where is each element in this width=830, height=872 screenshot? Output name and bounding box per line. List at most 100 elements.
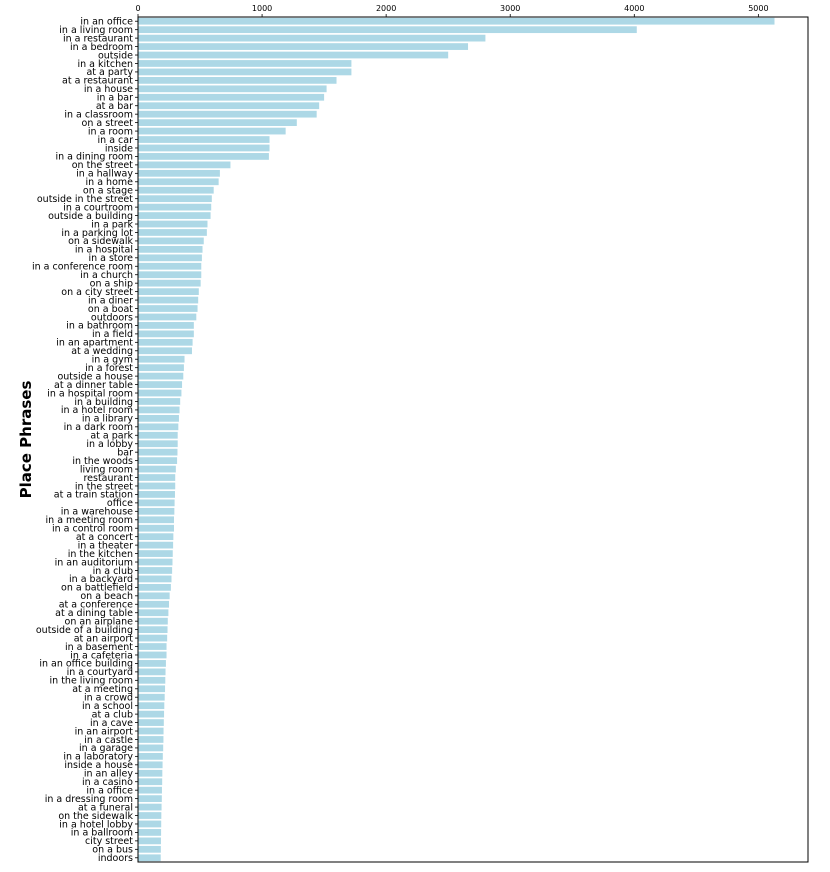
- category-label: in a classroom: [64, 109, 133, 120]
- bar: [138, 524, 174, 532]
- category-label: in a bedroom: [70, 42, 133, 53]
- bar: [138, 626, 168, 634]
- bar: [138, 440, 178, 448]
- bar: [138, 584, 171, 591]
- bar: [138, 212, 211, 219]
- category-label: in a club: [93, 566, 133, 577]
- bar: [138, 592, 170, 600]
- category-label: at a funeral: [78, 802, 133, 813]
- category-label: at a club: [92, 709, 133, 720]
- bar: [138, 829, 162, 836]
- category-label: at a concert: [76, 532, 133, 543]
- bar: [138, 609, 169, 617]
- bar: [138, 634, 168, 642]
- category-label: on an airplane: [65, 616, 134, 627]
- bar: [138, 77, 337, 84]
- bar: [138, 643, 167, 650]
- category-label: in a diner: [88, 295, 133, 306]
- category-label: in a gym: [92, 355, 133, 366]
- bar: [138, 448, 178, 456]
- category-label: in a building: [74, 397, 133, 408]
- bar: [138, 51, 449, 59]
- bar: [138, 550, 173, 557]
- category-label: in an office: [80, 17, 133, 28]
- category-label: in a laboratory: [63, 752, 133, 763]
- category-label: in an alley: [84, 769, 133, 780]
- bar: [138, 541, 174, 549]
- category-label: in a church: [80, 270, 133, 281]
- category-label: in a castle: [84, 735, 133, 746]
- category-label: in a house: [84, 84, 133, 95]
- category-label: on the street: [72, 160, 134, 171]
- bar: [138, 279, 201, 287]
- category-label: in a living room: [59, 25, 133, 36]
- category-label: at a park: [90, 431, 133, 442]
- bar: [138, 127, 286, 135]
- bar: [138, 685, 166, 693]
- bar: [138, 68, 352, 76]
- bar: [138, 499, 175, 507]
- bar: [138, 702, 165, 710]
- bar: [138, 288, 199, 296]
- bar: [138, 600, 170, 608]
- category-label: in an auditorium: [55, 557, 133, 568]
- category-label: in a ballroom: [71, 828, 133, 839]
- category-label: in a backyard: [69, 574, 133, 585]
- bar: [138, 17, 775, 25]
- x-tick-label: 1000: [252, 4, 272, 13]
- category-label: city street: [85, 836, 133, 847]
- category-label: at an airport: [74, 633, 134, 644]
- category-label: in a dark room: [64, 422, 133, 433]
- bar: [138, 237, 204, 245]
- category-label: in a courtroom: [63, 202, 133, 213]
- category-label: outdoors: [91, 312, 133, 323]
- category-label: in a park: [91, 219, 133, 230]
- bar: [138, 414, 179, 422]
- category-label: on the sidewalk: [58, 811, 133, 822]
- category-label: in a bathroom: [66, 321, 133, 332]
- category-label: in a restaurant: [63, 33, 133, 44]
- category-label: in a crowd: [84, 693, 133, 704]
- bar: [138, 660, 166, 667]
- bar: [138, 136, 270, 143]
- category-label: in the woods: [72, 456, 133, 467]
- bar: [138, 465, 176, 473]
- bar: [138, 43, 469, 50]
- bar: [138, 355, 185, 363]
- bar: [138, 558, 173, 566]
- bar: [138, 195, 212, 203]
- y-axis-label: Place Phrases: [17, 381, 35, 499]
- category-label: in a meeting room: [46, 515, 133, 526]
- bar: [138, 693, 165, 701]
- category-label: on a street: [82, 118, 134, 129]
- bar: [138, 837, 161, 845]
- bar: [138, 93, 325, 101]
- category-label: in an airport: [75, 726, 134, 737]
- category-label: in a room: [88, 126, 133, 137]
- category-label: on a beach: [80, 591, 133, 602]
- bar: [138, 533, 174, 541]
- bar: [138, 727, 164, 735]
- bar: [138, 26, 637, 34]
- category-label: outside a building: [48, 211, 133, 222]
- category-label: in a library: [82, 414, 133, 425]
- bar: [138, 567, 173, 574]
- category-label: in a casino: [82, 777, 133, 788]
- bar: [138, 169, 220, 177]
- bar: [138, 34, 486, 42]
- bar: [138, 820, 162, 828]
- bar: [138, 668, 166, 676]
- bar: [138, 153, 269, 160]
- bar: [138, 457, 178, 464]
- category-label: at a restaurant: [62, 76, 133, 87]
- bar: [138, 161, 231, 169]
- category-label: bar: [117, 447, 133, 458]
- category-label: in a hospital: [75, 245, 133, 256]
- bar: [138, 296, 199, 304]
- bar: [138, 778, 163, 786]
- bar: [138, 575, 172, 583]
- category-label: on a city street: [61, 287, 133, 298]
- bar: [138, 110, 317, 118]
- category-label: in a home: [86, 177, 134, 188]
